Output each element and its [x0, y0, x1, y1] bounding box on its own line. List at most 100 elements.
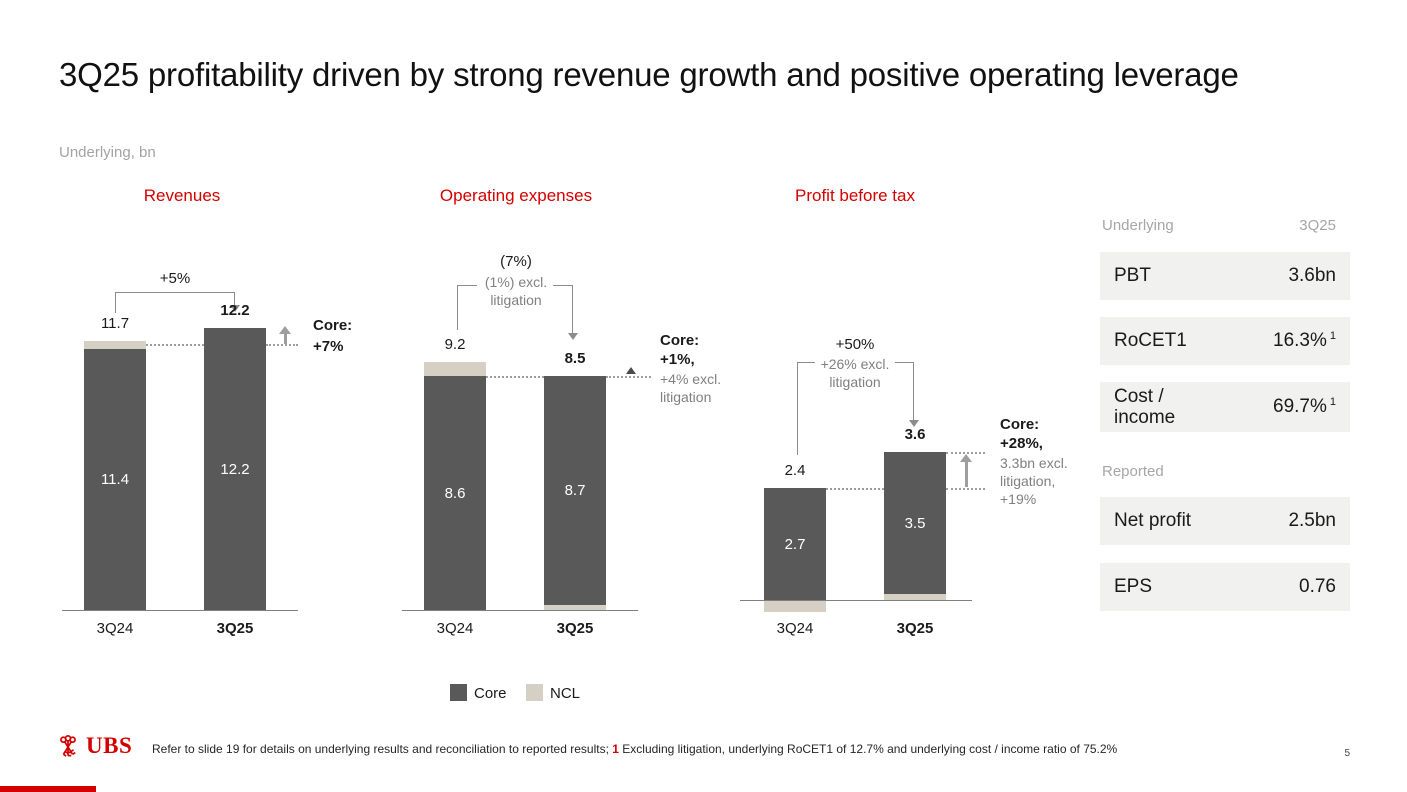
revenues-cat-3q25: 3Q25 — [216, 620, 254, 637]
revenues-3q24-core-value: 11.4 — [100, 471, 130, 488]
cost-income-label-line2: income — [1114, 407, 1176, 428]
pbt-3q25-core-segment: 3.5 — [884, 452, 946, 594]
opex-change-label: (7%) — [500, 253, 532, 270]
pbt-dotted-line-low — [826, 488, 884, 490]
opex-bracket-arrow-down-icon — [568, 333, 578, 340]
table-row-eps-value: 0.76 — [1299, 576, 1336, 597]
opex-3q25-core-value: 8.7 — [564, 482, 586, 499]
table-underlying-header: Underlying — [1102, 217, 1174, 234]
opex-3q25-ncl-segment — [544, 605, 606, 611]
table-row-rocet1-value-text: 16.3% — [1273, 330, 1327, 351]
table-row-rocet1: RoCET1 16.3% 1 — [1100, 317, 1350, 365]
pbt-3q24-core-value: 2.7 — [784, 535, 806, 553]
opex-core-callout-gray-1: +4% excl. — [660, 371, 722, 387]
opex-3q24-total-label: 9.2 — [444, 336, 466, 353]
table-row-eps-label: EPS — [1114, 576, 1153, 597]
pbt-3q25-ncl-segment — [884, 594, 946, 600]
cost-income-label-line1: Cost / — [1114, 386, 1164, 407]
opex-3q25-core-segment: 8.7 — [544, 376, 606, 605]
table-row-rocet1-value: 16.3% 1 — [1273, 330, 1336, 352]
opex-cat-3q24: 3Q24 — [436, 620, 474, 637]
pbt-change-secondary-1: +26% excl. — [820, 356, 890, 372]
table-row-cost-income-label: Cost / income — [1114, 386, 1175, 428]
legend-ncl-swatch — [526, 684, 543, 701]
opex-chart-title: Operating expenses — [439, 186, 593, 205]
pbt-bracket-right-line — [913, 362, 914, 420]
pbt-3q25-total-label: 3.6 — [904, 426, 926, 443]
table-period-header: 3Q25 — [1299, 217, 1336, 234]
units-label: Underlying, bn — [59, 144, 156, 161]
opex-core-callout-title: Core: — [660, 332, 700, 349]
opex-cat-3q25: 3Q25 — [556, 620, 594, 637]
ubs-wordmark: UBS — [86, 733, 133, 758]
slide-accent-bar — [0, 786, 96, 792]
revenues-dotted-line-right — [266, 344, 298, 346]
opex-dotted-line-right — [606, 376, 651, 378]
pbt-change-label: +50% — [835, 336, 875, 353]
footnote-part2: Excluding litigation, underlying RoCET1 … — [618, 742, 1118, 756]
legend-ncl-label: NCL — [550, 685, 581, 702]
pbt-x-axis — [740, 600, 972, 601]
pbt-change-secondary-2: litigation — [829, 374, 881, 390]
revenues-chart-title: Revenues — [143, 186, 221, 205]
revenues-core-callout-value: +7% — [313, 338, 344, 355]
ubs-keys-logo-icon — [55, 733, 81, 761]
table-row-net-profit-value: 2.5bn — [1288, 510, 1336, 531]
table-row-net-profit-label: Net profit — [1114, 510, 1192, 531]
opex-core-marker-icon — [626, 367, 636, 374]
table-row-rocet1-footnote: 1 — [1329, 330, 1336, 342]
pbt-dotted-line-low-right — [946, 488, 985, 490]
table-row-eps: EPS 0.76 — [1100, 563, 1350, 611]
pbt-up-arrow-icon — [960, 454, 972, 462]
revenues-cat-3q24: 3Q24 — [96, 620, 134, 637]
opex-3q25-total-label: 8.5 — [564, 350, 586, 367]
opex-bracket-left-line — [457, 285, 458, 330]
pbt-up-arrow-stem — [965, 461, 968, 487]
opex-change-secondary-1: (1%) excl. — [484, 274, 548, 290]
revenues-x-axis — [62, 610, 298, 611]
table-row-pbt: PBT 3.6bn — [1100, 252, 1350, 300]
revenues-bracket-right-line — [234, 292, 235, 305]
pbt-core-callout-gray-1: 3.3bn excl. — [1000, 455, 1068, 471]
opex-3q24-core-segment: 8.6 — [424, 376, 486, 610]
pbt-bracket-line-left — [797, 362, 815, 363]
table-row-cost-income-footnote: 1 — [1329, 396, 1336, 408]
table-row-cost-income: Cost / income 69.7% 1 — [1100, 382, 1350, 432]
page-number: 5 — [1344, 748, 1350, 759]
pbt-3q24-ncl-segment — [764, 601, 826, 612]
pbt-core-callout-value: +28%, — [1000, 435, 1043, 452]
opex-core-callout-value: +1%, — [660, 351, 695, 368]
revenues-up-arrow-stem — [284, 333, 287, 344]
opex-3q24-ncl-segment — [424, 362, 486, 376]
opex-bracket-right-line — [572, 285, 573, 333]
pbt-core-callout-title: Core: — [1000, 416, 1040, 433]
opex-core-callout-gray-2: litigation — [660, 389, 712, 405]
table-row-cost-income-value: 69.7% 1 — [1273, 396, 1336, 418]
opex-dotted-line — [486, 376, 544, 378]
revenues-bracket-line — [115, 292, 235, 293]
pbt-3q24-core-segment: 2.7 — [764, 488, 826, 600]
pbt-3q24-total-label: 2.4 — [784, 462, 806, 479]
opex-bracket-line-right — [553, 285, 573, 286]
footnote-text: Refer to slide 19 for details on underly… — [152, 742, 1302, 756]
revenues-3q25-total-label: 12.2 — [220, 302, 250, 319]
pbt-cat-3q24: 3Q24 — [776, 620, 814, 637]
pbt-bracket-line-right — [895, 362, 913, 363]
pbt-core-callout-gray-3: +19% — [1000, 491, 1037, 507]
pbt-bracket-arrow-down-icon — [909, 420, 919, 427]
opex-change-secondary-2: litigation — [490, 292, 542, 308]
opex-x-axis — [402, 610, 638, 611]
revenues-3q24-total-label: 11.7 — [100, 315, 130, 332]
footnote-part1: Refer to slide 19 for details on underly… — [152, 742, 613, 756]
revenues-bracket-left-line — [115, 292, 116, 313]
pbt-chart-title: Profit before tax — [794, 186, 915, 205]
table-row-net-profit: Net profit 2.5bn — [1100, 497, 1350, 545]
pbt-cat-3q25: 3Q25 — [896, 620, 934, 637]
revenues-bracket-arrow-down-icon — [230, 305, 240, 312]
pbt-dotted-line-high — [946, 452, 985, 454]
opex-bracket-line-left — [457, 285, 477, 286]
table-row-pbt-label: PBT — [1114, 265, 1151, 286]
pbt-core-callout-gray-2: litigation, — [1000, 473, 1056, 489]
revenues-core-callout-title: Core: — [313, 317, 353, 334]
